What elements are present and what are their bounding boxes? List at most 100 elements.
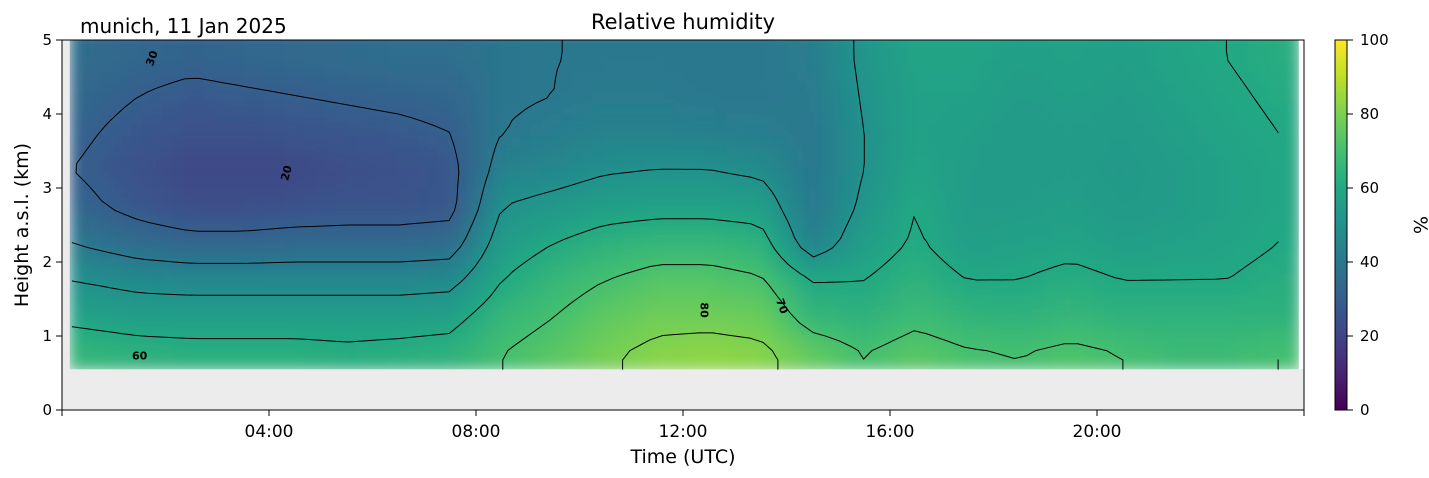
heatmap-cell [1042, 40, 1054, 41]
heatmap-cell [663, 50, 675, 62]
heatmap-cell [827, 103, 839, 115]
heatmap-cell [930, 316, 941, 328]
heatmap-cell [69, 40, 81, 51]
heatmap-cell [1032, 337, 1044, 349]
heatmap-cell [1124, 199, 1136, 211]
heatmap-cell [602, 252, 614, 264]
heatmap-cell [223, 241, 235, 253]
heatmap-cell [254, 177, 265, 190]
heatmap-cell [1124, 252, 1136, 264]
heatmap-cell [295, 156, 306, 168]
heatmap-cell [489, 326, 501, 338]
heatmap-cell [469, 114, 481, 126]
heatmap-cell [684, 167, 696, 179]
heatmap-cell [356, 241, 368, 253]
heatmap-cell [909, 252, 921, 264]
heatmap-cell [909, 177, 921, 190]
heatmap-cell [1093, 50, 1105, 62]
heatmap-cell [1165, 177, 1177, 190]
heatmap-cell [151, 103, 163, 115]
heatmap-cell [622, 348, 634, 360]
heatmap-cell [1012, 40, 1023, 51]
heatmap-cell [530, 199, 542, 211]
heatmap-cell [561, 273, 573, 285]
heatmap-cell [612, 220, 624, 232]
heatmap-cell [325, 135, 337, 147]
heatmap-cell [397, 145, 409, 158]
heatmap-cell [1237, 135, 1249, 147]
heatmap-cell [1022, 231, 1034, 243]
heatmap-cell [428, 40, 440, 51]
heatmap-cell [192, 167, 204, 179]
heatmap-cell [90, 135, 102, 147]
heatmap-cell [1001, 294, 1013, 307]
heatmap-cell [858, 82, 870, 94]
heatmap-cell [991, 50, 1003, 62]
heatmap-cell [366, 231, 378, 243]
heatmap-cell [1063, 220, 1075, 232]
heatmap-cell [202, 262, 214, 275]
heatmap-cell [264, 294, 276, 307]
heatmap-cell [202, 348, 214, 360]
heatmap-cell [786, 145, 798, 158]
heatmap-cell [1083, 177, 1095, 190]
heatmap-cell [233, 220, 245, 232]
heatmap-cell [387, 262, 399, 275]
heatmap-cell [715, 71, 726, 83]
heatmap-cell [1278, 220, 1290, 232]
heatmap-cell [633, 231, 644, 243]
heatmap-cell [817, 167, 829, 179]
heatmap-cell [694, 209, 706, 221]
heatmap-cell [919, 199, 931, 211]
heatmap-cell [735, 82, 747, 94]
heatmap-cell [796, 177, 808, 190]
heatmap-cell [418, 220, 429, 232]
heatmap-cell [1206, 199, 1218, 211]
heatmap-cell [1186, 124, 1197, 136]
heatmap-cell [397, 188, 409, 200]
heatmap-cell [858, 177, 870, 190]
heatmap-cell [848, 40, 860, 41]
heatmap-cell [633, 50, 644, 62]
heatmap-cell [715, 167, 726, 179]
heatmap-cell [766, 220, 778, 232]
heatmap-cell [889, 135, 900, 147]
heatmap-cell [336, 124, 347, 136]
heatmap-cell [69, 252, 81, 264]
heatmap-cell [264, 209, 276, 221]
heatmap-cell [776, 103, 788, 115]
heatmap-cell [755, 199, 767, 211]
heatmap-cell [940, 103, 952, 115]
heatmap-cell [643, 284, 655, 296]
heatmap-cell [80, 316, 91, 328]
heatmap-cell [940, 262, 952, 275]
heatmap-cell [1053, 40, 1064, 41]
heatmap-cell [336, 167, 347, 179]
heatmap-cell [192, 145, 204, 158]
heatmap-cell [776, 40, 788, 41]
heatmap-cell [971, 284, 982, 296]
heatmap-cell [1186, 103, 1197, 115]
heatmap-cell [418, 167, 429, 179]
heatmap-cell [1083, 252, 1095, 264]
heatmap-cell [653, 50, 665, 62]
heatmap-cell [407, 252, 419, 264]
heatmap-cell [172, 114, 184, 126]
heatmap-cell [120, 167, 132, 179]
heatmap-cell [909, 167, 921, 179]
heatmap-cell [848, 305, 860, 317]
heatmap-cell [540, 305, 552, 317]
heatmap-cell [755, 177, 767, 190]
heatmap-cell [213, 284, 224, 296]
heatmap-cell [336, 284, 347, 296]
heatmap-cell [1186, 40, 1197, 51]
heatmap-cell [315, 114, 327, 126]
heatmap-cell [776, 114, 788, 126]
data-gap-left [62, 40, 70, 370]
heatmap-cell [243, 241, 255, 253]
heatmap-cell [725, 92, 737, 104]
heatmap-cell [346, 135, 358, 147]
heatmap-cell [776, 326, 788, 338]
heatmap-cell [479, 284, 491, 296]
heatmap-cell [141, 337, 153, 349]
